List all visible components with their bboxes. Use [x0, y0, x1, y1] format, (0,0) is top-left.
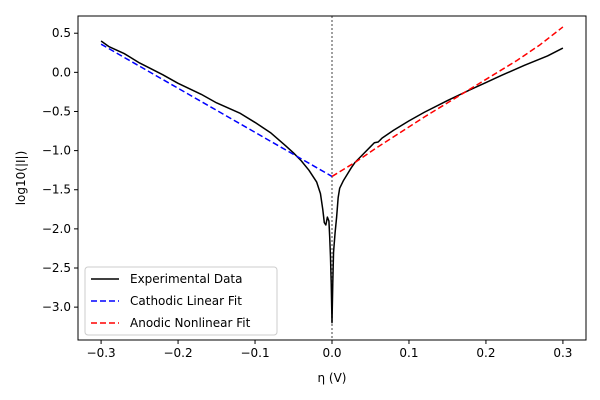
x-tick-label: −0.1: [240, 346, 269, 360]
series-line-experimental-data: [100, 40, 564, 324]
y-tick-label: −2.5: [42, 261, 71, 275]
y-axis-label: log10(|I|): [14, 151, 28, 206]
y-tick-label: 0.5: [52, 26, 71, 40]
x-tick-label: 0.2: [476, 346, 495, 360]
y-tick-label: 0.0: [52, 65, 71, 79]
legend-entry: Anodic Nonlinear Fit: [130, 316, 251, 330]
x-tick-label: 0.1: [399, 346, 418, 360]
y-tick-label: −3.0: [42, 300, 71, 314]
y-tick-label: −0.5: [42, 104, 71, 118]
series-line-cathodic-linear-fit: [100, 43, 333, 178]
x-tick-label: −0.3: [87, 346, 116, 360]
x-tick-label: −0.2: [163, 346, 192, 360]
x-tick-label: 0.3: [553, 346, 572, 360]
y-tick-label: −1.5: [42, 183, 71, 197]
legend-entry: Cathodic Linear Fit: [130, 294, 242, 308]
x-axis-label: η (V): [318, 371, 347, 385]
legend: Experimental Data Cathodic Linear Fit Anod…: [84, 266, 278, 336]
legend-entry: Experimental Data: [130, 272, 243, 286]
legend-box: [84, 266, 278, 336]
y-tick-label: −1.0: [42, 144, 71, 158]
series-line-anodic-nonlinear-fit: [331, 26, 564, 178]
x-tick-label: 0.0: [322, 346, 341, 360]
y-tick-label: −2.0: [42, 222, 71, 236]
